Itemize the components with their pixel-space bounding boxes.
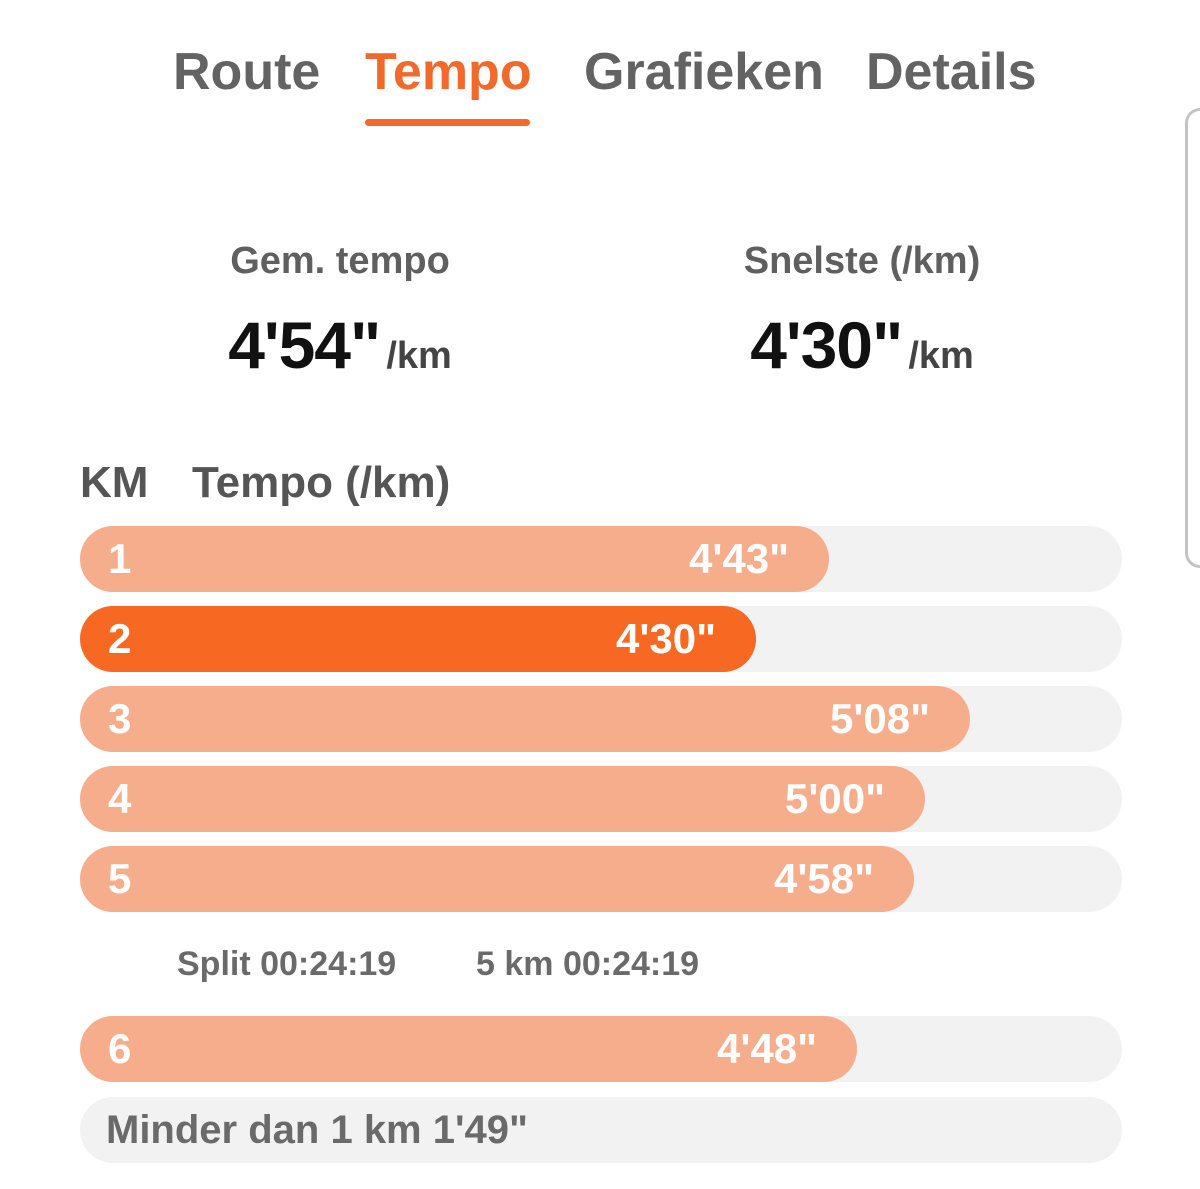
fastest-pace-stat: Snelste (/km) 4'30"/km: [602, 240, 1122, 383]
scroll-edge-handle[interactable]: [1185, 108, 1200, 568]
split-pace-label: 4'58": [774, 855, 874, 902]
fastest-pace-unit: /km: [908, 335, 974, 377]
active-tab-indicator: [365, 119, 530, 126]
split-pace-label: 4'43": [689, 535, 789, 582]
fastest-pace-label: Snelste (/km): [743, 240, 981, 282]
distance-time-summary: 5 km 00:24:19: [476, 945, 700, 983]
split-pace-label: 4'48": [717, 1025, 817, 1072]
tab-details[interactable]: Details: [866, 43, 1037, 101]
split-km-label: 5: [108, 855, 132, 902]
average-pace-value-row: 4'54"/km: [80, 307, 600, 383]
split-bar: 6 4'48": [80, 1016, 857, 1082]
tab-tempo[interactable]: Tempo: [365, 43, 532, 101]
split-pace-label: 5'08": [830, 695, 930, 742]
tab-route[interactable]: Route: [173, 43, 321, 101]
fastest-pace-value: 4'30": [750, 308, 903, 382]
split-row-km-3[interactable]: 3 5'08": [80, 686, 1122, 752]
split-row-km-1[interactable]: 1 4'43": [80, 526, 1122, 592]
split-row-km-2[interactable]: 2 4'30": [80, 606, 1122, 672]
split-km-label: 2: [108, 615, 132, 662]
remainder-text: Minder dan 1 km 1'49": [106, 1108, 528, 1152]
average-pace-value: 4'54": [228, 308, 381, 382]
km-column-header: KM: [80, 458, 149, 507]
tab-bar: Route Tempo Grafieken Details: [0, 0, 1200, 140]
split-pace-label: 4'30": [616, 615, 716, 662]
split-bar: 1 4'43": [80, 526, 829, 592]
split-km-label: 3: [108, 695, 132, 742]
split-km-label: 4: [108, 775, 132, 822]
split-row-km-5[interactable]: 5 4'58": [80, 846, 1122, 912]
split-pace-label: 5'00": [785, 775, 885, 822]
split-bar: 2 4'30": [80, 606, 756, 672]
split-row-km-4[interactable]: 4 5'00": [80, 766, 1122, 832]
split-time-summary: Split 00:24:19: [177, 945, 397, 983]
tab-grafieken[interactable]: Grafieken: [584, 43, 824, 101]
average-pace-unit: /km: [386, 335, 452, 377]
split-bar: 5 4'58": [80, 846, 914, 912]
split-km-label: 1: [108, 535, 132, 582]
pace-column-header: Tempo (/km): [192, 458, 451, 507]
average-pace-stat: Gem. tempo 4'54"/km: [80, 240, 600, 383]
fastest-pace-value-row: 4'30"/km: [602, 307, 1122, 383]
split-row-km-6[interactable]: 6 4'48": [80, 1016, 1122, 1082]
split-km-label: 6: [108, 1025, 132, 1072]
split-bar: 4 5'00": [80, 766, 925, 832]
average-pace-label: Gem. tempo: [230, 240, 450, 282]
split-bar: 3 5'08": [80, 686, 970, 752]
remainder-row[interactable]: Minder dan 1 km 1'49": [80, 1097, 1122, 1163]
